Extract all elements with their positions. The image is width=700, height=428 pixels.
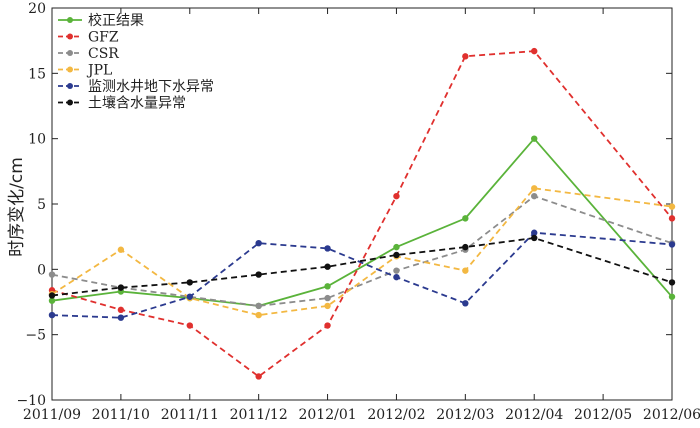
y-tick-label: 0 [37,262,46,278]
y-tick-label: 20 [28,1,46,17]
legend-label: 监测水井地下水异常 [88,79,214,95]
legend-label: CSR [88,46,119,62]
data-point [117,284,125,291]
series-line-3 [51,187,673,317]
legend-marker [67,33,73,40]
x-tick-label: 2011/12 [230,407,288,423]
y-tick-label: −10 [16,393,46,409]
x-tick-label: 2012/04 [505,407,563,423]
data-point [48,292,56,299]
data-point [462,215,469,222]
data-point [48,311,56,319]
data-point [531,229,538,236]
data-point [186,279,193,286]
x-tick-label: 2011/11 [161,407,219,423]
legend-marker [67,99,73,106]
y-tick-label: 10 [28,132,46,148]
x-tick-label: 2011/09 [23,407,81,423]
x-tick-label: 2012/03 [436,407,494,423]
x-tick-label: 2012/06 [643,407,700,423]
data-point [255,240,262,247]
series-line-0 [51,137,673,307]
data-point [531,135,538,142]
data-point [531,185,538,192]
data-point [531,192,538,200]
data-point [462,267,469,274]
series-line-5 [51,237,673,297]
data-point [324,245,331,252]
data-point [186,293,193,300]
legend-label: JPL [86,63,112,79]
legend-label: 校正结果 [88,12,144,29]
data-point [48,297,56,304]
data-point [324,283,331,290]
data-point [255,311,262,319]
data-point [668,203,676,210]
data-point [462,243,469,251]
legend-marker [67,17,73,23]
legend-label: GFZ [88,30,119,46]
data-point [324,302,331,310]
plot-frame [51,7,673,401]
legend-marker [67,66,73,73]
legend-marker [67,50,73,56]
series-line-4 [51,231,673,319]
data-point [393,243,400,251]
x-tick-label: 2011/10 [92,407,150,423]
legend-label: 土壤含水量异常 [88,95,186,112]
data-point [668,241,676,248]
y-tick-label: 15 [28,66,46,82]
data-point [117,246,125,253]
data-point [462,53,469,60]
data-point [186,322,193,329]
data-point [324,263,331,270]
series-line-2 [51,195,673,307]
data-point [531,234,538,242]
data-point [255,271,262,278]
data-point [48,271,56,278]
data-point [393,273,400,281]
data-point [668,279,676,286]
x-tick-label: 2012/01 [298,407,356,423]
y-axis-title: 时序变化/cm [7,157,27,257]
data-point [324,322,331,329]
data-point [324,294,331,302]
data-point [255,373,262,380]
legend-marker [67,83,73,89]
data-point [531,47,538,55]
y-tick-label: −5 [25,328,46,344]
plot-area: −10 −5 0 5 10 15 20 2011/09 2011/10 2011/11 2011/1… [16,1,700,423]
data-point [668,215,676,222]
x-tick-label: 2012/05 [574,407,632,423]
x-tick-label: 2012/02 [367,407,425,423]
data-point [117,314,125,321]
data-point [393,251,400,259]
data-point [117,306,125,314]
data-point [462,300,469,307]
data-point [255,302,262,310]
data-point [393,267,400,274]
data-point [393,192,400,200]
data-point [668,293,676,300]
y-tick-label: 5 [37,197,46,213]
